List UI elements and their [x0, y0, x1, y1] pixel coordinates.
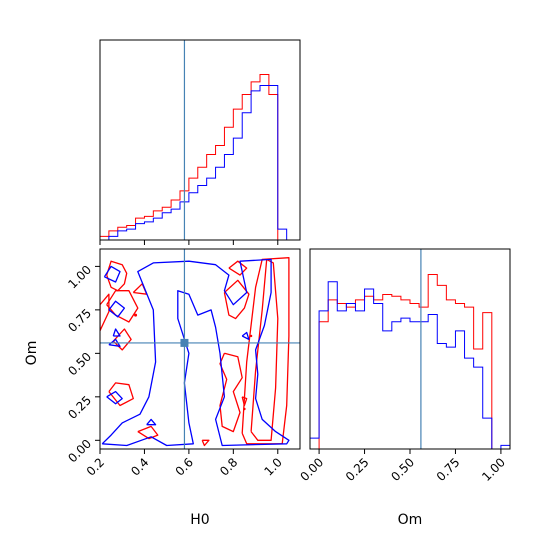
contour-blue-7 — [241, 331, 250, 341]
contour-blue-5 — [101, 258, 290, 447]
contour-blue-1 — [108, 300, 126, 318]
contour-frame — [99, 248, 301, 450]
h0-xtick-label-4: 1.0 — [261, 455, 284, 478]
contour-red-7 — [223, 279, 250, 320]
h0-xtick-label-0: 0.2 — [84, 455, 107, 478]
ylabel-om: Om — [24, 341, 40, 366]
h0-hist-red — [100, 74, 296, 241]
om-ytick-label-3: 0.75 — [65, 306, 94, 335]
contour-red-3 — [108, 382, 134, 407]
contour-red-8 — [219, 352, 243, 433]
contour-red-dot-2 — [243, 407, 246, 411]
h0-histogram-panel — [99, 39, 301, 245]
contour-red-2 — [112, 328, 132, 351]
contour-blue-4 — [112, 328, 121, 337]
om-hist-red — [310, 273, 510, 450]
om-hist-blue — [310, 281, 510, 450]
h0-xtick-label-3: 0.8 — [217, 455, 240, 478]
contour-blue-3 — [106, 390, 123, 405]
contour-red-6 — [228, 260, 248, 276]
om-hist-xtick-label-2: 0.50 — [388, 455, 417, 484]
contour-blue-0 — [103, 265, 121, 283]
om-ytick-label-4: 1.00 — [65, 263, 94, 292]
contour-red-13 — [201, 439, 210, 447]
contour-red-dot-1 — [249, 334, 253, 338]
contour-red-11 — [241, 257, 290, 445]
xlabel-om: Om — [398, 512, 423, 528]
contour-red-0 — [106, 260, 128, 292]
h0-om-contour-panel: 0.2 0.4 0.6 0.8 1.0 0.00 0.25 0.50 0.75 1.00 — [65, 248, 301, 479]
contour-red-4 — [137, 425, 159, 440]
contour-group — [100, 257, 290, 447]
contour-red-12 — [100, 293, 110, 331]
h0-hist-blue — [100, 84, 296, 241]
om-hist-xtick-label-3: 0.75 — [434, 455, 463, 484]
om-ytick-label-1: 0.25 — [65, 393, 94, 422]
h0-xtick-label-2: 0.6 — [173, 455, 196, 478]
om-hist-xtick-label-0: 0.00 — [297, 455, 326, 484]
h0-hist-frame — [99, 39, 301, 241]
om-histogram-panel: 0.00 0.25 0.50 0.75 1.00 — [297, 248, 511, 484]
xlabel-h0: H0 — [190, 512, 209, 528]
truth-marker — [180, 338, 189, 347]
om-hist-xtick-label-1: 0.25 — [343, 455, 372, 484]
contour-blue-6 — [146, 418, 157, 426]
contour-red-dot-0 — [134, 313, 138, 317]
om-ytick-label-0: 0.00 — [65, 437, 94, 466]
om-ytick-label-2: 0.50 — [65, 350, 94, 379]
h0-xtick-label-1: 0.4 — [128, 455, 151, 478]
om-hist-xtick-label-4: 1.00 — [479, 455, 508, 484]
